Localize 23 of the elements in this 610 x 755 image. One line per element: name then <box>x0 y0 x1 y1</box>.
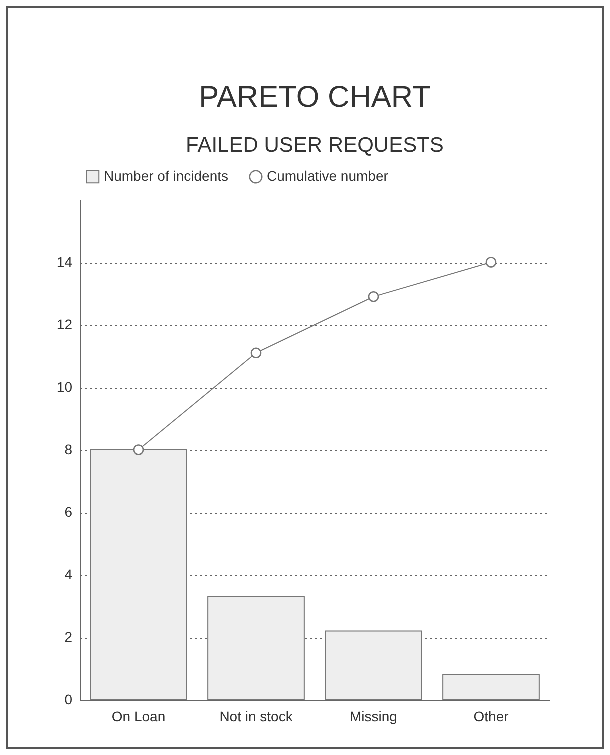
point <box>368 291 380 302</box>
y-tick-label: 8 <box>64 442 73 458</box>
legend-label: Cumulative number <box>267 168 389 184</box>
chart-title: PARETO CHART <box>199 81 431 114</box>
y-tick-label: 0 <box>64 692 73 708</box>
bar <box>325 630 422 700</box>
chart-subtitle: FAILED USER REQUESTS <box>186 134 444 157</box>
point <box>133 444 144 456</box>
point <box>250 348 262 359</box>
bar <box>208 596 305 700</box>
y-tick-label: 2 <box>64 629 73 645</box>
y-tick-label: 4 <box>64 566 73 582</box>
x-tick-label: Other <box>474 708 510 724</box>
x-tick-label: Missing <box>350 708 398 724</box>
y-tick-label: 14 <box>56 254 73 270</box>
y-tick-label: 6 <box>64 504 73 520</box>
y-tick-label: 10 <box>56 379 73 395</box>
bar <box>442 674 540 700</box>
y-tick-label: 12 <box>56 316 73 332</box>
x-tick-label: Not in stock <box>220 708 294 724</box>
point <box>486 257 497 268</box>
x-tick-label: On Loan <box>112 708 166 724</box>
legend-label: Number of incidents <box>104 168 229 184</box>
